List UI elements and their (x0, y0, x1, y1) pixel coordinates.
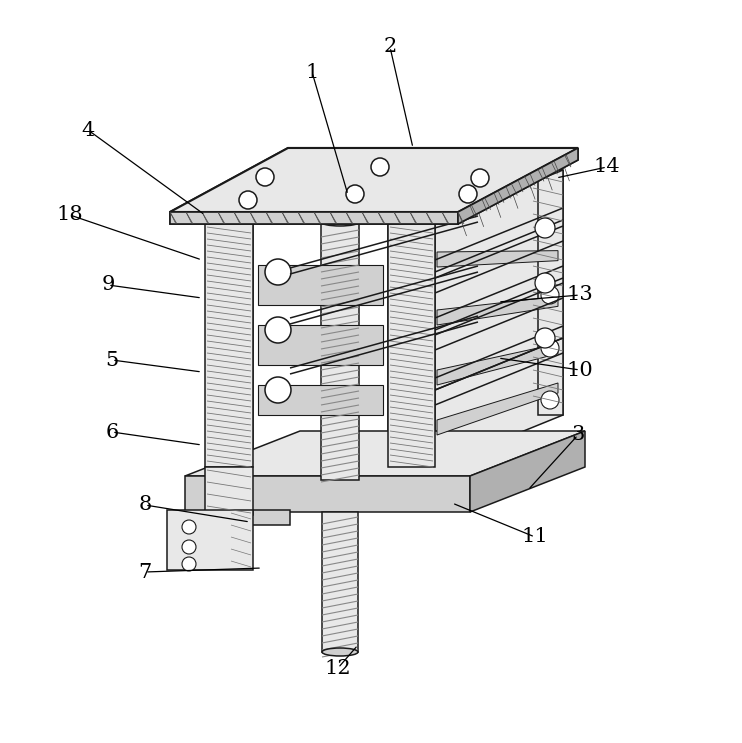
Polygon shape (458, 148, 578, 224)
Text: 9: 9 (102, 276, 115, 294)
Text: 3: 3 (571, 426, 585, 444)
Polygon shape (258, 265, 383, 305)
Text: 13: 13 (567, 285, 594, 305)
Polygon shape (170, 212, 458, 224)
Polygon shape (253, 222, 388, 467)
Polygon shape (205, 222, 253, 467)
Circle shape (239, 191, 257, 209)
Polygon shape (321, 222, 359, 480)
Circle shape (182, 540, 196, 554)
Polygon shape (185, 431, 585, 476)
Polygon shape (167, 510, 253, 570)
Polygon shape (170, 148, 578, 212)
Circle shape (535, 328, 555, 348)
Circle shape (182, 557, 196, 571)
Polygon shape (458, 148, 578, 224)
Ellipse shape (321, 218, 359, 226)
Circle shape (265, 259, 291, 285)
Polygon shape (435, 170, 563, 467)
Polygon shape (538, 170, 563, 415)
Circle shape (535, 218, 555, 238)
Circle shape (182, 520, 196, 534)
Polygon shape (205, 170, 563, 222)
Text: 1: 1 (305, 62, 318, 82)
Circle shape (265, 317, 291, 343)
Text: 10: 10 (567, 360, 594, 380)
Polygon shape (170, 148, 578, 212)
Text: 14: 14 (594, 158, 620, 177)
Text: 7: 7 (138, 562, 151, 582)
Polygon shape (258, 325, 383, 365)
Circle shape (459, 185, 477, 203)
Polygon shape (470, 431, 585, 512)
Text: 18: 18 (56, 206, 83, 224)
Text: 4: 4 (82, 120, 95, 140)
Circle shape (541, 391, 559, 409)
Polygon shape (170, 212, 458, 224)
Circle shape (256, 168, 274, 186)
Circle shape (265, 377, 291, 403)
Polygon shape (205, 467, 253, 515)
Polygon shape (388, 222, 435, 467)
Polygon shape (322, 512, 358, 652)
Polygon shape (437, 343, 558, 385)
Text: 11: 11 (522, 528, 548, 547)
Polygon shape (185, 476, 470, 512)
Polygon shape (437, 296, 558, 325)
Circle shape (471, 169, 489, 187)
Circle shape (371, 158, 389, 176)
Polygon shape (437, 250, 558, 267)
Circle shape (541, 286, 559, 304)
Polygon shape (437, 383, 558, 435)
Polygon shape (205, 510, 290, 525)
Text: 6: 6 (105, 423, 119, 441)
Circle shape (459, 185, 477, 203)
Polygon shape (258, 385, 383, 415)
Text: 5: 5 (105, 351, 119, 369)
Circle shape (239, 191, 257, 209)
Circle shape (541, 339, 559, 357)
Circle shape (535, 273, 555, 293)
Text: 2: 2 (384, 37, 397, 56)
Circle shape (346, 185, 364, 203)
Circle shape (471, 169, 489, 187)
Text: 8: 8 (138, 496, 151, 514)
Ellipse shape (322, 648, 358, 656)
Text: 12: 12 (325, 658, 351, 678)
Circle shape (346, 185, 364, 203)
Circle shape (371, 158, 389, 176)
Circle shape (256, 168, 274, 186)
